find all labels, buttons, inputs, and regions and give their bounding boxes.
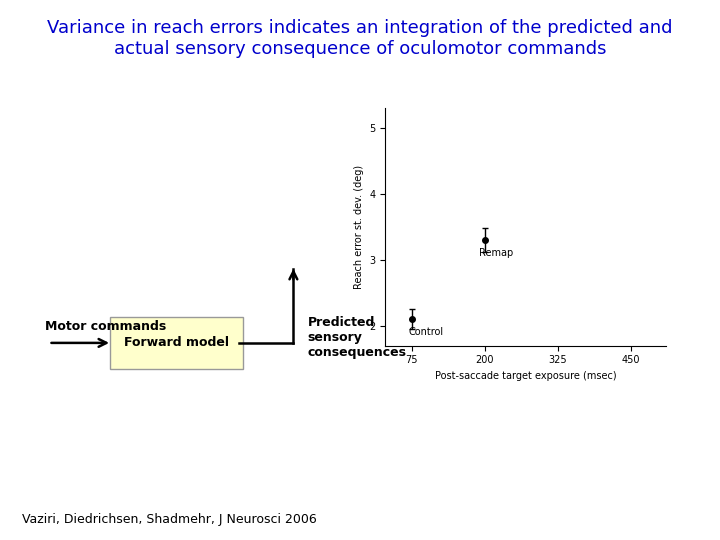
Text: Vaziri, Diedrichsen, Shadmehr, J Neurosci 2006: Vaziri, Diedrichsen, Shadmehr, J Neurosc… <box>22 514 316 526</box>
Text: Predicted
sensory
consequences: Predicted sensory consequences <box>308 316 407 359</box>
Text: Remap: Remap <box>479 248 513 258</box>
Text: Forward model: Forward model <box>124 336 229 349</box>
Text: Motor commands: Motor commands <box>45 320 166 333</box>
Text: Variance in reach errors indicates an integration of the predicted and
actual se: Variance in reach errors indicates an in… <box>48 19 672 58</box>
Y-axis label: Reach error st. dev. (deg): Reach error st. dev. (deg) <box>354 165 364 289</box>
Text: Control: Control <box>409 327 444 337</box>
X-axis label: Post-saccade target exposure (msec): Post-saccade target exposure (msec) <box>435 371 616 381</box>
